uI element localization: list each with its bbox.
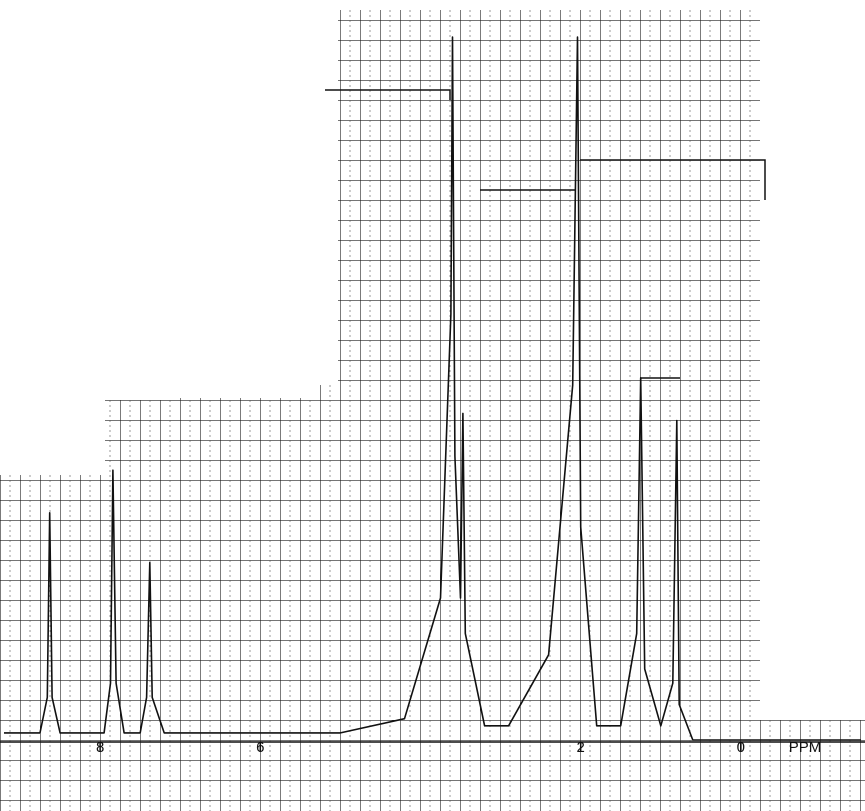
x-tick-label: 0 bbox=[737, 739, 745, 756]
x-axis-label: PPM bbox=[789, 739, 822, 756]
integral-trace bbox=[325, 89, 766, 379]
x-tick-label: 8 bbox=[96, 739, 104, 756]
x-tick-label: 6 bbox=[256, 739, 264, 756]
spectrum-line bbox=[4, 36, 861, 741]
x-tick-label: 2 bbox=[576, 739, 584, 756]
